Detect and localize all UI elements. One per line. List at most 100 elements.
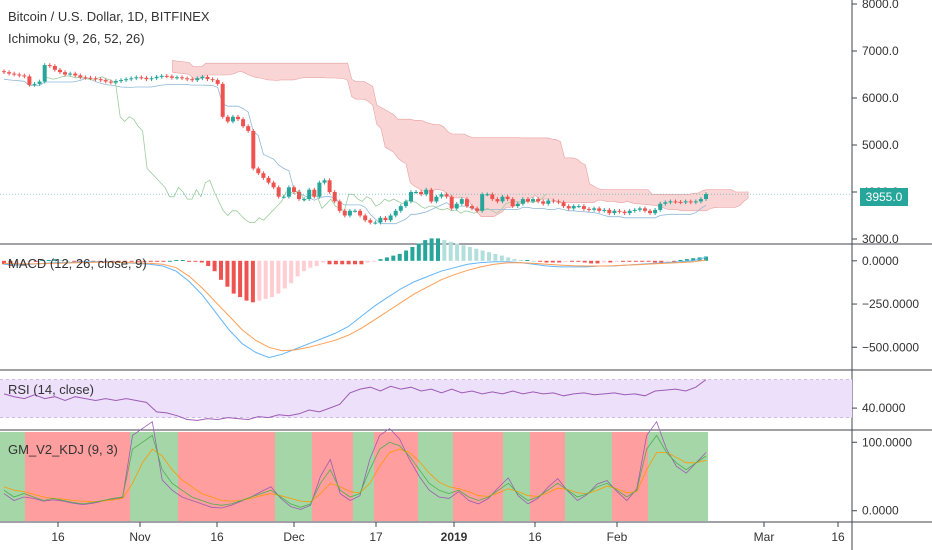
macd-histogram-bar [474, 248, 479, 261]
macd-histogram-bar [493, 253, 498, 261]
candle-body [88, 77, 93, 79]
candle-body [332, 192, 337, 202]
ichimoku-legend[interactable]: Ichimoku (9, 26, 52, 26) [8, 31, 145, 46]
macd-histogram-bar [480, 250, 485, 261]
candle-body [658, 203, 663, 210]
macd-legend[interactable]: MACD (12, 26, close, 9) [8, 256, 147, 271]
candle-body [439, 194, 444, 197]
macd-histogram-bar [378, 259, 383, 261]
candle-body [434, 196, 439, 202]
macd-histogram-bar [544, 260, 549, 263]
kdj-region-green [0, 432, 25, 521]
macd-histogram-bar [295, 260, 300, 277]
candle-body [47, 65, 52, 67]
candle-body [154, 76, 159, 79]
y-tick-label: 8000.0 [862, 0, 899, 11]
candle-body [337, 201, 342, 211]
macd-histogram-bar [659, 260, 664, 263]
macd-histogram-bar [340, 260, 345, 265]
candle-body [286, 187, 291, 197]
candle-body [597, 208, 602, 211]
x-tick-label: 16 [528, 530, 542, 544]
candle-body [52, 66, 57, 70]
candle-body [403, 201, 408, 207]
candle-body [230, 116, 235, 122]
macd-histogram-bar [327, 260, 332, 265]
candle-body [520, 199, 525, 204]
y-tick-label: 40.0000 [862, 401, 906, 415]
macd-histogram-bar [397, 253, 402, 261]
candle-body [317, 182, 322, 197]
candle-body [22, 75, 27, 77]
candle-body [113, 81, 118, 83]
macd-histogram-bar [442, 240, 447, 261]
x-tick-label: 16 [210, 530, 224, 544]
kdj-legend[interactable]: GM_V2_KDJ (9, 3) [8, 442, 118, 457]
macd-histogram-bar [359, 260, 364, 265]
candle-body [388, 215, 393, 221]
macd-histogram-bar [199, 260, 204, 263]
macd-histogram-bar [608, 260, 613, 263]
macd-histogram-bar [250, 260, 255, 303]
candle-body [663, 202, 668, 204]
candle-body [7, 72, 12, 74]
macd-histogram-bar [455, 243, 460, 261]
candle-body [256, 168, 261, 174]
candle-body [627, 210, 632, 214]
macd-histogram-bar [538, 260, 543, 262]
x-tick-label: Feb [607, 530, 628, 544]
candle-body [73, 73, 78, 76]
candle-body [271, 182, 276, 188]
macd-histogram-bar [704, 256, 708, 261]
macd-histogram-bar [123, 260, 128, 262]
macd-histogram-bar [321, 260, 326, 263]
macd-histogram-bar [206, 260, 211, 266]
kdj-region-red [25, 432, 130, 521]
macd-histogram-bar [557, 260, 562, 263]
y-tick-label: 0.0000 [862, 504, 899, 518]
candle-body [698, 199, 703, 202]
macd-histogram-bar [314, 260, 319, 266]
candle-body [373, 222, 378, 224]
macd-histogram-bar [282, 260, 287, 289]
candle-body [561, 202, 566, 207]
candle-body [220, 83, 225, 117]
candle-body [134, 77, 139, 79]
macd-histogram-bar [652, 260, 657, 263]
macd-histogram-bar [684, 259, 689, 261]
candle-body [190, 79, 195, 81]
candle-body [510, 199, 515, 207]
candle-body [200, 76, 205, 79]
candle-body [215, 80, 220, 84]
candle-body [449, 196, 454, 209]
x-tick-label: Dec [283, 530, 304, 544]
candle-body [144, 77, 149, 80]
candle-body [541, 201, 546, 204]
candle-body [129, 78, 134, 80]
candle-body [103, 80, 108, 82]
kdj-region-red [374, 432, 418, 521]
candle-body [159, 75, 164, 77]
macd-histogram-bar [365, 260, 370, 263]
macd-histogram-bar [21, 260, 26, 263]
rsi-legend[interactable]: RSI (14, close) [8, 382, 94, 397]
candle-body [383, 217, 388, 221]
macd-histogram-bar [27, 260, 32, 262]
candle-body [347, 210, 352, 216]
candle-body [668, 201, 673, 203]
candle-body [195, 78, 200, 81]
candle-body [632, 209, 637, 211]
candle-body [266, 177, 271, 183]
macd-histogram-bar [148, 260, 153, 262]
candle-body [327, 180, 332, 193]
candle-body [566, 206, 571, 209]
last-price-badge: 3955.0 [860, 188, 908, 206]
macd-histogram-bar [404, 250, 409, 261]
macd-histogram-bar [231, 260, 236, 294]
kdj-region-red [530, 432, 565, 521]
candle-body [276, 187, 281, 197]
candle-body [83, 77, 88, 79]
macd-histogram-bar [353, 260, 357, 265]
macd-histogram-bar [161, 260, 166, 262]
macd-histogram-bar [467, 247, 472, 261]
